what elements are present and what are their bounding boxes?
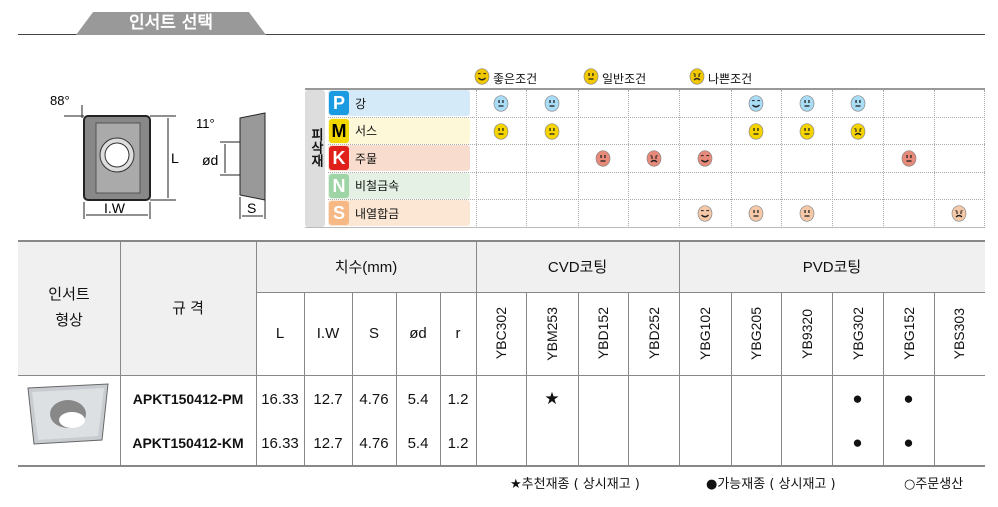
material-row-M: M 서스 bbox=[328, 117, 470, 144]
header-spec: 규 격 bbox=[172, 300, 204, 317]
angle-88-label: 88° bbox=[50, 93, 70, 108]
header-grade-YBS303: YBS303 bbox=[951, 307, 967, 360]
legend-bad: 나쁜조건 bbox=[689, 68, 752, 88]
material-row-K: K 주물 bbox=[328, 145, 470, 172]
material-name: 주물 bbox=[355, 151, 378, 166]
normal-face-icon bbox=[493, 95, 509, 116]
dim-cell: 16.33 bbox=[261, 434, 299, 452]
IW-label: I.W bbox=[104, 200, 126, 216]
dim-cell: 4.76 bbox=[359, 434, 389, 452]
legend-recommended: ★추천재종 ( 상시재고 ) bbox=[510, 477, 640, 492]
material-code-badge: S bbox=[329, 201, 349, 226]
material-name: 비철금속 bbox=[355, 179, 400, 194]
d-label: ød bbox=[202, 152, 218, 168]
bad-face-icon bbox=[951, 205, 967, 226]
dim-cell: 12.7 bbox=[313, 390, 343, 408]
bad-face-icon bbox=[850, 122, 866, 144]
good-face-icon bbox=[697, 150, 713, 171]
dim-cell: 1.2 bbox=[447, 434, 469, 452]
header-grade-YBD252: YBD252 bbox=[645, 307, 662, 360]
bad-face-icon bbox=[689, 68, 705, 88]
material-name: 서스 bbox=[355, 124, 378, 139]
available-dot-icon: ● bbox=[903, 389, 914, 408]
material-code-badge: M bbox=[329, 118, 349, 143]
insert-diagram: 88° 11° L I.W ød S bbox=[50, 93, 266, 219]
normal-face-icon bbox=[799, 205, 815, 226]
dim-cell: 12.7 bbox=[313, 434, 343, 452]
good-face-icon bbox=[748, 95, 764, 116]
normal-face-icon bbox=[583, 68, 599, 88]
header-dimensions: 치수(mm) bbox=[334, 258, 398, 276]
dim-cell: 1.2 bbox=[447, 390, 469, 408]
header-pvd: PVD코팅 bbox=[802, 258, 862, 276]
material-row-N: N 비철금속 bbox=[328, 172, 470, 199]
available-dot-icon: ● bbox=[852, 433, 863, 452]
dim-cell: 5.4 bbox=[407, 434, 429, 452]
header-dim-1: I.W bbox=[316, 325, 340, 342]
title-rule bbox=[18, 34, 985, 35]
header-cvd: CVD코팅 bbox=[547, 258, 608, 276]
section-title: 인서트 선택 bbox=[76, 12, 266, 35]
spec-cell: APKT150412-KM bbox=[132, 435, 244, 451]
header-grade-YBM253: YBM253 bbox=[544, 306, 560, 361]
material-grid bbox=[305, 88, 985, 228]
legend-label: 일반조건 bbox=[602, 71, 647, 86]
material-side-label: 피삭재 bbox=[305, 90, 325, 227]
normal-face-icon bbox=[544, 122, 560, 144]
legend-made-to-order: ○주문생산 bbox=[904, 477, 964, 492]
normal-face-icon bbox=[493, 122, 509, 144]
header-grade-YBG302: YBG302 bbox=[849, 307, 866, 360]
material-name: 내열합금 bbox=[355, 206, 400, 221]
normal-face-icon bbox=[748, 205, 764, 226]
normal-face-icon bbox=[799, 95, 815, 116]
legend-label: 좋은조건 bbox=[493, 71, 538, 86]
recommended-star-icon: ★ bbox=[544, 389, 560, 408]
normal-face-icon bbox=[799, 122, 815, 144]
header-grade-YBG102: YBG102 bbox=[697, 307, 713, 360]
header-dim-3: ød bbox=[409, 325, 427, 342]
dim-cell: 5.4 bbox=[407, 390, 429, 408]
normal-face-icon bbox=[748, 122, 764, 144]
available-dot-icon: ● bbox=[852, 389, 863, 408]
spec-cell: APKT150412-PM bbox=[132, 391, 244, 407]
header-grade-YBC302: YBC302 bbox=[493, 307, 509, 360]
good-face-icon bbox=[474, 68, 490, 88]
material-code-badge: N bbox=[329, 173, 349, 198]
available-dot-icon: ● bbox=[903, 433, 914, 452]
header-grade-YBG205: YBG205 bbox=[748, 307, 764, 360]
header-grade-YBD152: YBD152 bbox=[595, 307, 611, 360]
dim-cell: 4.76 bbox=[359, 390, 389, 408]
header-dim-2: S bbox=[368, 325, 379, 342]
header-dim-0: L bbox=[275, 325, 285, 342]
normal-face-icon bbox=[901, 150, 917, 171]
normal-face-icon bbox=[595, 150, 611, 171]
header-dim-4: r bbox=[455, 325, 461, 342]
legend-label: 나쁜조건 bbox=[708, 71, 753, 86]
legend-available: ●가능재종 ( 상시재고 ) bbox=[706, 477, 836, 492]
material-code-badge: K bbox=[329, 146, 349, 171]
header-grade-YBG152: YBG152 bbox=[900, 307, 917, 360]
header-grade-YB9320: YB9320 bbox=[798, 308, 815, 359]
material-name: 강 bbox=[355, 96, 367, 111]
header-insert-shape: 인서트 형상 bbox=[48, 285, 90, 329]
bad-face-icon bbox=[646, 150, 662, 171]
material-code-badge: P bbox=[329, 91, 349, 115]
angle-11-label: 11° bbox=[196, 116, 215, 131]
S-label: S bbox=[247, 200, 256, 216]
L-label: L bbox=[171, 150, 179, 166]
dim-cell: 16.33 bbox=[261, 390, 299, 408]
normal-face-icon bbox=[850, 95, 866, 116]
material-row-S: S 내열합금 bbox=[328, 200, 470, 227]
normal-face-icon bbox=[544, 95, 560, 116]
legend-normal: 일반조건 bbox=[583, 68, 646, 88]
good-face-icon bbox=[697, 205, 713, 226]
legend-good: 좋은조건 bbox=[474, 68, 537, 88]
insert-shape-image bbox=[27, 383, 109, 445]
